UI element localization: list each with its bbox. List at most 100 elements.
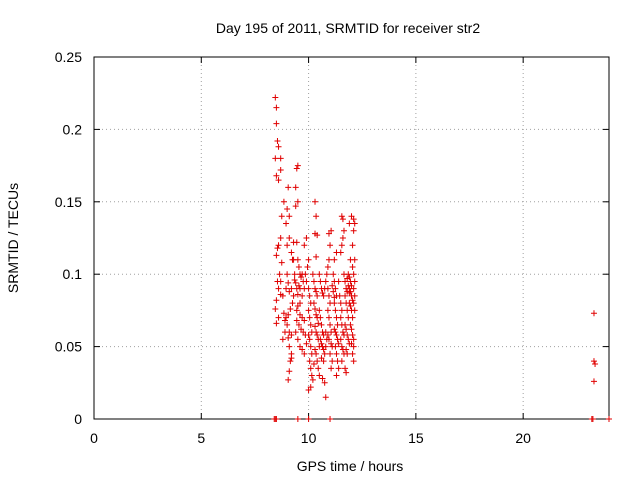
data-point bbox=[286, 343, 293, 350]
data-point bbox=[275, 285, 282, 292]
data-point bbox=[284, 206, 291, 213]
data-point bbox=[348, 326, 355, 333]
data-point bbox=[350, 358, 357, 365]
data-point bbox=[291, 271, 298, 278]
data-point bbox=[338, 343, 345, 350]
data-point bbox=[320, 358, 327, 365]
data-point bbox=[306, 358, 313, 365]
data-point bbox=[329, 358, 336, 365]
data-point bbox=[294, 416, 301, 422]
data-point bbox=[592, 360, 599, 367]
data-point bbox=[273, 120, 280, 127]
data-point bbox=[312, 305, 319, 312]
data-point bbox=[310, 360, 317, 367]
data-point bbox=[310, 278, 317, 285]
data-point bbox=[314, 332, 321, 339]
data-point bbox=[350, 336, 357, 343]
data-point bbox=[328, 340, 335, 347]
data-points bbox=[271, 94, 612, 422]
data-point bbox=[295, 263, 302, 270]
y-tick-label: 0.05 bbox=[55, 339, 82, 355]
data-point bbox=[289, 256, 296, 263]
data-point bbox=[306, 336, 313, 343]
data-point bbox=[325, 336, 332, 343]
data-point bbox=[294, 291, 301, 298]
data-point bbox=[351, 278, 358, 285]
data-point bbox=[313, 329, 320, 336]
data-point bbox=[321, 379, 328, 386]
y-tick-label: 0.1 bbox=[63, 266, 83, 282]
data-point bbox=[290, 239, 297, 246]
data-point bbox=[273, 320, 280, 327]
data-point bbox=[590, 310, 597, 317]
data-point bbox=[301, 317, 308, 324]
x-tick-label: 10 bbox=[301, 430, 317, 446]
data-point bbox=[346, 220, 353, 227]
data-point bbox=[347, 321, 354, 328]
data-point bbox=[292, 184, 299, 191]
data-point bbox=[299, 292, 306, 299]
data-point bbox=[293, 165, 300, 172]
data-point bbox=[339, 329, 346, 336]
data-point bbox=[313, 288, 320, 295]
data-point bbox=[310, 300, 317, 307]
data-point bbox=[313, 311, 320, 318]
data-point bbox=[298, 274, 305, 281]
data-point bbox=[277, 278, 284, 285]
data-point bbox=[344, 275, 351, 282]
data-point bbox=[351, 220, 358, 227]
data-point bbox=[312, 285, 319, 292]
data-point bbox=[590, 358, 597, 365]
data-point bbox=[349, 297, 356, 304]
data-point bbox=[331, 294, 338, 301]
data-point bbox=[305, 307, 312, 314]
data-point bbox=[350, 271, 357, 278]
data-point bbox=[327, 242, 334, 249]
data-point bbox=[292, 329, 299, 336]
y-tick-label: 0.15 bbox=[55, 194, 82, 210]
data-point bbox=[302, 271, 309, 278]
data-point bbox=[289, 300, 296, 307]
data-point bbox=[347, 303, 354, 310]
data-point bbox=[277, 155, 284, 162]
data-point bbox=[338, 213, 345, 220]
data-point bbox=[313, 213, 320, 220]
data-point bbox=[272, 155, 279, 162]
data-point bbox=[318, 340, 325, 347]
data-point bbox=[349, 242, 356, 249]
data-point bbox=[312, 346, 319, 353]
data-point bbox=[288, 355, 295, 362]
data-point bbox=[285, 184, 292, 191]
data-point bbox=[305, 416, 312, 422]
data-point bbox=[337, 336, 344, 343]
data-point bbox=[284, 242, 291, 249]
data-point bbox=[345, 271, 352, 278]
data-point bbox=[349, 332, 356, 339]
x-tick-label: 0 bbox=[90, 430, 98, 446]
data-point bbox=[273, 416, 280, 422]
data-point bbox=[338, 358, 345, 365]
data-point bbox=[339, 216, 346, 223]
data-point bbox=[313, 253, 320, 260]
data-point bbox=[293, 317, 300, 324]
data-point bbox=[283, 220, 290, 227]
data-point bbox=[294, 303, 301, 310]
data-point bbox=[294, 336, 301, 343]
data-point bbox=[333, 332, 340, 339]
data-point bbox=[272, 94, 279, 101]
data-point bbox=[331, 300, 338, 307]
data-point bbox=[329, 282, 336, 289]
data-point bbox=[350, 343, 357, 350]
data-point bbox=[327, 321, 334, 328]
x-tick-label: 20 bbox=[515, 430, 531, 446]
data-point bbox=[314, 232, 321, 239]
data-point bbox=[344, 350, 351, 357]
data-point bbox=[325, 292, 332, 299]
chart-title: Day 195 of 2011, SRMTID for receiver str… bbox=[216, 20, 480, 36]
data-point bbox=[273, 172, 280, 179]
data-point bbox=[317, 278, 324, 285]
data-point bbox=[338, 307, 345, 314]
data-point bbox=[313, 350, 320, 357]
data-point bbox=[322, 343, 329, 350]
